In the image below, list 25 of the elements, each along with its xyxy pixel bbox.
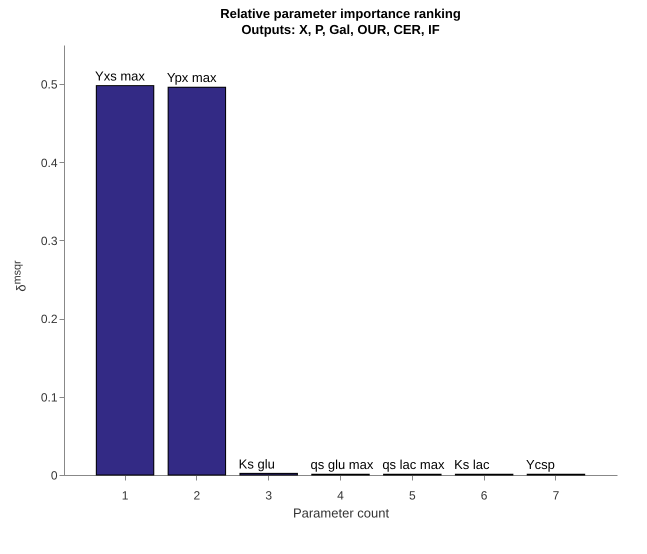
bar (96, 85, 154, 476)
chart-title: Relative parameter importance ranking (220, 6, 461, 21)
x-tick-label: 3 (265, 488, 272, 502)
x-axis-title: Parameter count (292, 506, 390, 520)
annotation: Ks lac (454, 457, 490, 472)
x-tick-label: 2 (194, 488, 201, 502)
x-tick-label: 7 (552, 488, 560, 502)
x-tick-label: 6 (480, 488, 488, 502)
bar (168, 86, 226, 476)
y-tick-label: 0.2 (40, 312, 58, 326)
x-tick-label: 5 (408, 488, 416, 502)
annotation: qs glu max (310, 457, 374, 472)
annotation: Yxs max (95, 68, 146, 84)
chart-subtitle: Outputs: X, P, Gal, OUR, CER, IF (241, 22, 440, 37)
x-tick-label: 4 (337, 488, 344, 502)
y-tick-label: 0.4 (40, 156, 58, 170)
y-tick-label: 0.5 (40, 78, 58, 92)
annotation: Ycsp (526, 457, 555, 472)
y-tick-label: 0.3 (40, 234, 58, 248)
y-tick-label: 0.1 (40, 390, 58, 404)
y-tick-label: 0 (50, 468, 58, 482)
annotation: qs lac max (382, 457, 445, 472)
annotation: Ks glu (238, 456, 275, 472)
x-tick-label: 1 (122, 488, 129, 502)
annotation: Ypx max (166, 70, 217, 86)
